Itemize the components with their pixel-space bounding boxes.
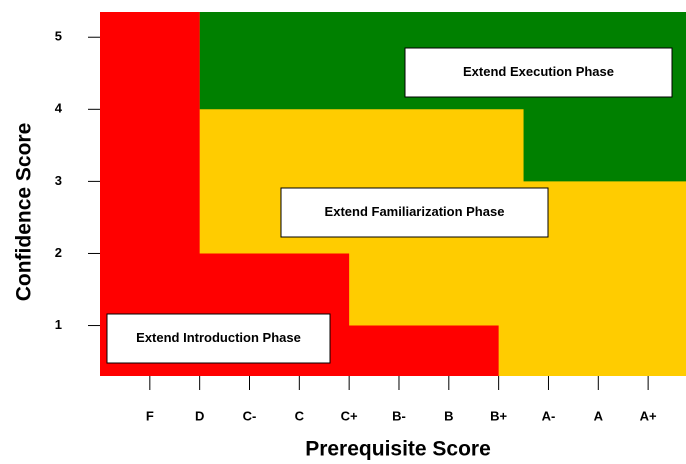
x-tick-label: A-: [542, 408, 556, 423]
x-tick-label: C-: [243, 408, 257, 423]
x-tick-label: A+: [640, 408, 657, 423]
x-tick-label: F: [146, 408, 154, 423]
phase-label: Extend Execution Phase: [463, 64, 614, 79]
x-tick-label: A: [594, 408, 604, 423]
y-tick-label: 4: [55, 101, 63, 116]
phase-label-box: [106, 313, 331, 364]
y-tick-label: 5: [55, 29, 62, 44]
y-tick-label: 1: [55, 317, 62, 332]
x-tick-label: C: [295, 408, 305, 423]
phase-label-box: [404, 47, 673, 98]
phase-label-box: [280, 187, 549, 238]
region: [100, 12, 499, 376]
x-tick-label: C+: [341, 408, 358, 423]
y-axis-title: Confidence Score: [13, 123, 36, 302]
x-tick-label: D: [195, 408, 204, 423]
x-axis-title: Prerequisite Score: [305, 438, 491, 461]
x-tick-label: B: [444, 408, 453, 423]
x-tick-label: B+: [490, 408, 507, 423]
phase-label: Extend Familiarization Phase: [325, 204, 505, 219]
y-tick-label: 3: [55, 173, 62, 188]
phase-label: Extend Introduction Phase: [136, 330, 301, 345]
y-tick-label: 2: [55, 245, 62, 260]
x-tick-label: B-: [392, 408, 406, 423]
